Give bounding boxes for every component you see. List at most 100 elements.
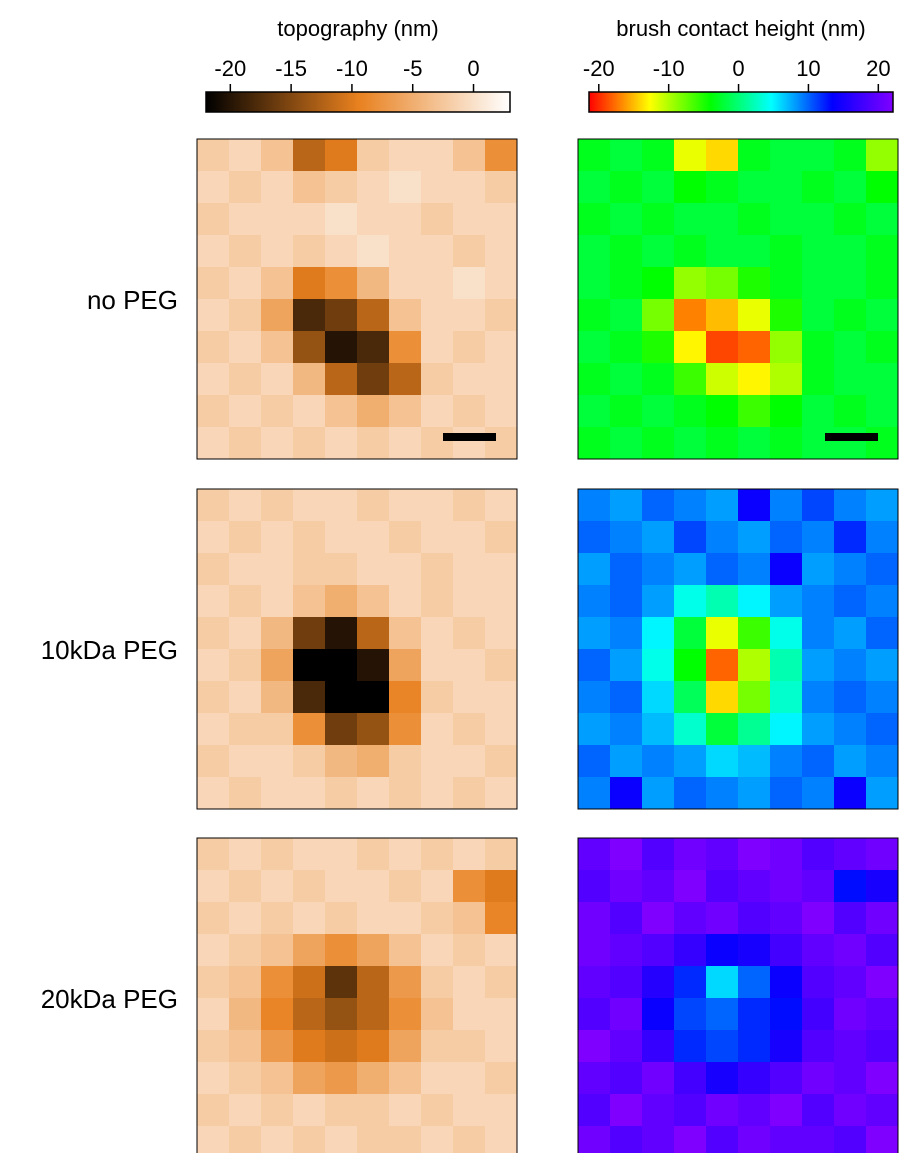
heatmap-cell	[706, 649, 739, 682]
heatmap-cell	[610, 777, 643, 810]
heatmap-cell	[421, 363, 454, 396]
heatmap-cell	[706, 171, 739, 204]
heatmap-cell	[802, 363, 835, 396]
heatmap-cell	[706, 521, 739, 554]
heatmap-cell	[802, 553, 835, 586]
heatmap-cell	[866, 331, 899, 364]
heatmap-cell	[610, 395, 643, 428]
heatmap-cell	[610, 585, 643, 618]
heatmap-cell	[866, 713, 899, 746]
heatmap-cell	[453, 681, 486, 714]
heatmap-cell	[674, 838, 707, 871]
heatmap-cell	[770, 1030, 803, 1063]
heatmap-cell	[453, 521, 486, 554]
heatmap-cell	[485, 395, 518, 428]
heatmap-cell	[770, 838, 803, 871]
heatmap-cell	[453, 745, 486, 778]
heatmap-cell	[389, 1030, 422, 1063]
colorbar-title: topography (nm)	[277, 16, 438, 41]
heatmap-cell	[325, 745, 358, 778]
heatmap-cell	[738, 745, 771, 778]
heatmap-cell	[229, 267, 262, 300]
heatmap-cell	[421, 681, 454, 714]
heatmap-cell	[197, 585, 230, 618]
colorbar	[588, 91, 894, 113]
heatmap-cell	[738, 235, 771, 268]
heatmap-cell	[293, 777, 326, 810]
heatmap-cell	[578, 553, 611, 586]
heatmap-cell	[770, 427, 803, 460]
heatmap-cell	[834, 299, 867, 332]
heatmap-cell	[866, 745, 899, 778]
heatmap-cell	[674, 713, 707, 746]
heatmap-cell	[229, 235, 262, 268]
heatmap-cell	[453, 139, 486, 172]
heatmap-cell	[197, 331, 230, 364]
heatmap-cell	[642, 1126, 675, 1153]
heatmap-cell	[325, 235, 358, 268]
heatmap-cell	[325, 1094, 358, 1127]
heatmap-cell	[674, 1094, 707, 1127]
heatmap-cell	[674, 331, 707, 364]
heatmap-cell	[802, 998, 835, 1031]
heatmap-cell	[578, 902, 611, 935]
heatmap-cell	[485, 267, 518, 300]
heatmap-cell	[325, 713, 358, 746]
heatmap-cell	[610, 489, 643, 522]
heatmap-cell	[738, 521, 771, 554]
heatmap-cell	[197, 139, 230, 172]
heatmap-cell	[197, 902, 230, 935]
heatmap-cell	[485, 649, 518, 682]
heatmap-cell	[738, 139, 771, 172]
heatmap-cell	[293, 489, 326, 522]
heatmap-cell	[357, 489, 390, 522]
heatmap-cell	[325, 427, 358, 460]
panel-frame	[577, 138, 899, 460]
heatmap-cell	[357, 617, 390, 650]
heatmap-cell	[485, 1126, 518, 1153]
heatmap-cell	[610, 553, 643, 586]
heatmap-cell	[453, 838, 486, 871]
panel-frame	[196, 138, 518, 460]
heatmap-cell	[453, 331, 486, 364]
tick-label: -20	[214, 56, 246, 81]
heatmap-cell	[261, 521, 294, 554]
heatmap-cell	[229, 902, 262, 935]
heatmap-cell	[610, 1094, 643, 1127]
tick-label: 0	[467, 56, 479, 81]
heatmap-cell	[293, 521, 326, 554]
heatmap-cell	[197, 171, 230, 204]
heatmap-cell	[389, 331, 422, 364]
heatmap-cell	[421, 427, 454, 460]
heatmap-cell	[197, 363, 230, 396]
heatmap-cell	[578, 745, 611, 778]
heatmap-cell	[866, 203, 899, 236]
heatmap-cell	[770, 171, 803, 204]
heatmap-cell	[642, 617, 675, 650]
heatmap-cell	[770, 870, 803, 903]
heatmap-cell	[325, 267, 358, 300]
heatmap-cell	[738, 649, 771, 682]
heatmap-cell	[834, 1030, 867, 1063]
heatmap-cell	[674, 998, 707, 1031]
heatmap-cell	[485, 934, 518, 967]
heatmap-cell	[229, 617, 262, 650]
heatmap-cell	[578, 1062, 611, 1095]
heatmap-cell	[485, 713, 518, 746]
heatmap-cell	[578, 1126, 611, 1153]
heatmap-cell	[770, 331, 803, 364]
heatmap-cell	[802, 1030, 835, 1063]
heatmap-cell	[610, 745, 643, 778]
heatmap-cell	[706, 838, 739, 871]
heatmap-cell	[357, 870, 390, 903]
heatmap-cell	[421, 745, 454, 778]
heatmap-cell	[706, 331, 739, 364]
heatmap-cell	[578, 1094, 611, 1127]
heatmap-cell	[866, 171, 899, 204]
tick-label: 20	[866, 56, 890, 81]
heatmap-cell	[674, 363, 707, 396]
heatmap-cell	[357, 966, 390, 999]
heatmap-cell	[229, 1062, 262, 1095]
heatmap-cell	[610, 203, 643, 236]
heatmap-cell	[834, 998, 867, 1031]
